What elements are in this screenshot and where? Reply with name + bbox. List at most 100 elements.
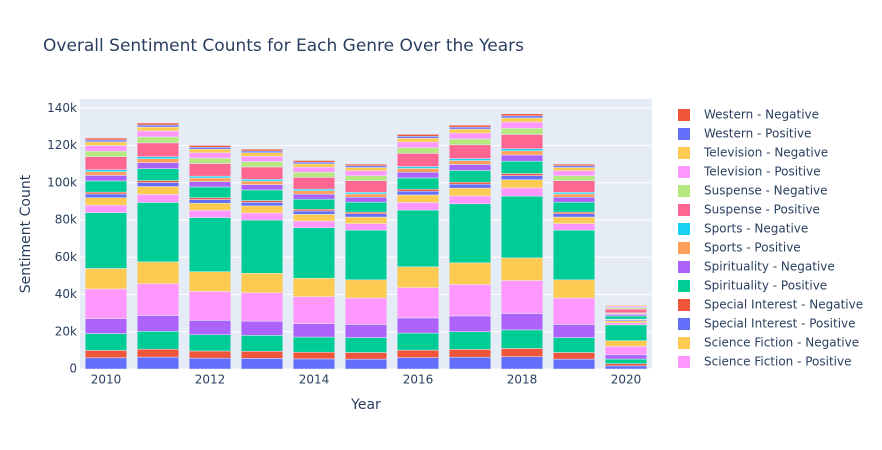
bar-segment xyxy=(500,117,544,123)
bar-segment xyxy=(604,315,648,320)
bar-segment xyxy=(188,147,232,150)
bar-segment xyxy=(500,121,544,129)
bar-segment xyxy=(396,202,440,211)
bar-segment xyxy=(84,357,128,370)
bar-segment xyxy=(84,268,128,290)
bar-segment xyxy=(344,163,388,167)
bar-segment xyxy=(188,202,232,211)
bar-segment xyxy=(84,191,128,195)
x-tick-label: 2020 xyxy=(611,373,642,387)
bar-segment xyxy=(552,324,596,338)
bar-segment xyxy=(344,213,388,218)
bar-segment xyxy=(552,216,596,224)
bar-segment xyxy=(292,172,336,178)
bar-segment xyxy=(552,297,596,325)
bar-segment xyxy=(292,160,336,163)
bar-segment xyxy=(188,145,232,148)
bar-segment xyxy=(604,346,648,356)
legend-swatch xyxy=(678,337,690,349)
bar-segment xyxy=(292,161,336,165)
bar-segment xyxy=(500,160,544,174)
bar-segment xyxy=(552,167,596,172)
y-tick-label: 120k xyxy=(47,138,77,152)
bar-segment xyxy=(552,196,596,203)
legend-swatch xyxy=(678,204,690,216)
bar-segment xyxy=(136,168,180,181)
bar-segment xyxy=(136,283,180,316)
legend-label: Sports - Negative xyxy=(704,222,808,236)
bar-segment xyxy=(552,358,596,370)
bar-segment xyxy=(240,205,284,214)
legend-label: Science Fiction - Negative xyxy=(704,336,859,350)
bar-segment xyxy=(396,332,440,351)
legend-swatch xyxy=(678,185,690,197)
bar-segment xyxy=(500,127,544,135)
bar-segment xyxy=(240,202,284,207)
bar-segment xyxy=(292,336,336,353)
bar-segment xyxy=(396,194,440,203)
bar-segment xyxy=(500,356,544,370)
bar-segment xyxy=(136,162,180,169)
bar-segment xyxy=(500,280,544,314)
bar-segment xyxy=(500,113,544,117)
legend-swatch xyxy=(678,166,690,178)
legend-label: Western - Positive xyxy=(704,127,811,141)
bar-segment xyxy=(292,296,336,324)
x-tick-label: 2012 xyxy=(195,373,226,387)
bar-segment xyxy=(188,320,232,336)
bar-segment xyxy=(136,315,180,332)
bar-segment xyxy=(240,148,284,152)
bar-segment xyxy=(136,156,180,160)
legend-label: Television - Negative xyxy=(703,146,828,160)
bar-segment xyxy=(448,160,492,165)
bar-segment xyxy=(240,358,284,370)
bar-segment xyxy=(552,230,596,281)
bar-segment xyxy=(240,335,284,352)
bar-segment xyxy=(136,124,180,128)
bar-segment xyxy=(344,352,388,360)
bar-segment xyxy=(240,320,284,336)
bar-segment xyxy=(136,158,180,163)
bar-segment xyxy=(500,187,544,197)
legend-label: Special Interest - Negative xyxy=(704,298,863,312)
bar-segment xyxy=(396,136,440,139)
bar-segment xyxy=(448,132,492,140)
bar-segment xyxy=(500,115,544,119)
bar-segment xyxy=(84,171,128,176)
bar-segment xyxy=(500,134,544,150)
bar-segment xyxy=(84,180,128,193)
bar-segment xyxy=(188,177,232,182)
bar-segment xyxy=(604,358,648,364)
bar-segment xyxy=(396,287,440,319)
bar-segment xyxy=(448,262,492,285)
bar-segment xyxy=(240,152,284,157)
bar-segment xyxy=(604,322,648,326)
y-tick-label: 100k xyxy=(47,175,77,189)
bar-segment xyxy=(604,363,648,367)
bar-segment xyxy=(136,186,180,195)
bar-segment xyxy=(500,195,544,259)
bar-segment xyxy=(552,180,596,193)
bar-segment xyxy=(396,209,440,268)
bar-segment xyxy=(552,223,596,231)
bar-segment xyxy=(240,150,284,153)
legend-swatch xyxy=(678,223,690,235)
bar-segment xyxy=(500,257,544,281)
bar-segment xyxy=(396,134,440,137)
bar-segment xyxy=(500,173,544,176)
bar-segment xyxy=(188,163,232,177)
bar-segment xyxy=(84,288,128,319)
bar-segment xyxy=(448,124,492,128)
bar-segment xyxy=(240,200,284,203)
bar-segment xyxy=(448,331,492,350)
bar-segment xyxy=(188,181,232,188)
bar-segment xyxy=(448,126,492,130)
bar-segment xyxy=(240,189,284,201)
bar-segment xyxy=(188,210,232,218)
bar-segment xyxy=(136,142,180,158)
bar-segment xyxy=(188,217,232,272)
bar-segment xyxy=(136,126,180,132)
bar-segment xyxy=(396,189,440,192)
